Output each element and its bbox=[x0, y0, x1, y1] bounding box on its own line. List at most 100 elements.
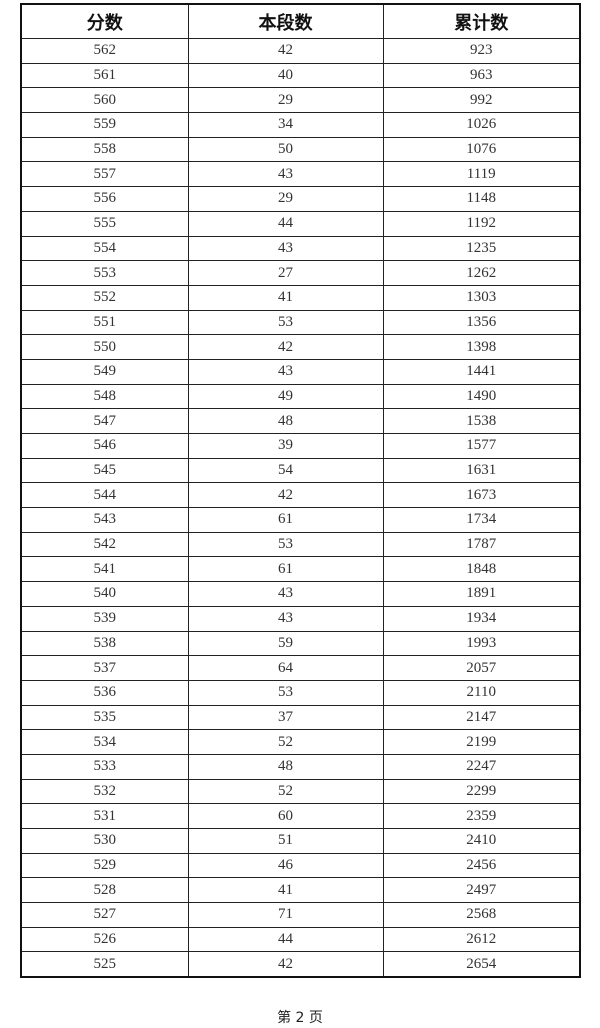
table-row: 558 50 1076 bbox=[20, 136, 581, 163]
cell-cumulative-count: 2497 bbox=[382, 877, 581, 904]
cell-score: 535 bbox=[20, 704, 189, 731]
page-number: 第 2 页 bbox=[277, 1010, 323, 1026]
table-row: 562 42 923 bbox=[20, 38, 581, 64]
cell-score: 538 bbox=[20, 630, 189, 657]
table-row: 537 64 2057 bbox=[20, 655, 581, 681]
cell-score: 530 bbox=[20, 828, 189, 854]
table-row: 547 48 1538 bbox=[20, 408, 581, 434]
cell-score: 560 bbox=[20, 87, 189, 114]
cell-score: 551 bbox=[20, 309, 189, 336]
table-row: 550 42 1398 bbox=[20, 334, 581, 360]
cell-score: 553 bbox=[20, 260, 189, 286]
table-row: 533 48 2247 bbox=[20, 753, 581, 780]
cell-cumulative-count: 1848 bbox=[382, 556, 581, 583]
cell-score: 542 bbox=[20, 531, 189, 558]
cell-segment-count: 53 bbox=[187, 531, 384, 558]
cell-score: 561 bbox=[20, 62, 189, 89]
cell-segment-count: 39 bbox=[187, 433, 384, 459]
table-row: 551 53 1356 bbox=[20, 309, 581, 336]
header-segment-count: 本段数 bbox=[187, 3, 384, 39]
table-body: 562 42 923 561 40 963 560 29 992 559 34 1026 558 50 10… bbox=[20, 38, 581, 978]
cell-score: 558 bbox=[20, 136, 189, 163]
cell-segment-count: 41 bbox=[187, 284, 384, 311]
cell-segment-count: 54 bbox=[187, 457, 384, 484]
cell-segment-count: 42 bbox=[187, 951, 384, 978]
cell-score: 543 bbox=[20, 507, 189, 533]
cell-cumulative-count: 1026 bbox=[382, 112, 581, 138]
table-row: 531 60 2359 bbox=[20, 803, 581, 829]
cell-cumulative-count: 1538 bbox=[382, 408, 581, 434]
cell-cumulative-count: 2057 bbox=[382, 655, 581, 681]
cell-cumulative-count: 1303 bbox=[382, 284, 581, 311]
cell-score: 540 bbox=[20, 581, 189, 607]
table-row: 543 61 1734 bbox=[20, 507, 581, 533]
cell-segment-count: 43 bbox=[187, 358, 384, 385]
cell-cumulative-count: 1192 bbox=[382, 210, 581, 237]
cell-cumulative-count: 2147 bbox=[382, 704, 581, 731]
table-row: 544 42 1673 bbox=[20, 482, 581, 509]
table-row: 560 29 992 bbox=[20, 87, 581, 114]
cell-cumulative-count: 1787 bbox=[382, 531, 581, 558]
table-row: 526 44 2612 bbox=[20, 926, 581, 953]
cell-segment-count: 59 bbox=[187, 630, 384, 657]
cell-segment-count: 49 bbox=[187, 383, 384, 410]
cell-cumulative-count: 1148 bbox=[382, 186, 581, 212]
cell-score: 544 bbox=[20, 482, 189, 509]
cell-cumulative-count: 1993 bbox=[382, 630, 581, 657]
cell-segment-count: 50 bbox=[187, 136, 384, 163]
cell-segment-count: 61 bbox=[187, 507, 384, 533]
cell-segment-count: 42 bbox=[187, 38, 384, 64]
table-row: 546 39 1577 bbox=[20, 433, 581, 459]
cell-segment-count: 60 bbox=[187, 803, 384, 829]
table-row: 540 43 1891 bbox=[20, 581, 581, 607]
cell-segment-count: 46 bbox=[187, 852, 384, 879]
cell-segment-count: 52 bbox=[187, 729, 384, 755]
cell-segment-count: 52 bbox=[187, 778, 384, 805]
header-score: 分数 bbox=[20, 3, 189, 39]
cell-segment-count: 43 bbox=[187, 161, 384, 188]
cell-cumulative-count: 1356 bbox=[382, 309, 581, 336]
table-row: 556 29 1148 bbox=[20, 186, 581, 212]
table-row: 538 59 1993 bbox=[20, 630, 581, 657]
cell-segment-count: 51 bbox=[187, 828, 384, 854]
cell-segment-count: 41 bbox=[187, 877, 384, 904]
cell-cumulative-count: 2299 bbox=[382, 778, 581, 805]
cell-score: 554 bbox=[20, 235, 189, 262]
cell-cumulative-count: 2654 bbox=[382, 951, 581, 978]
cell-cumulative-count: 963 bbox=[382, 62, 581, 89]
cell-score: 552 bbox=[20, 284, 189, 311]
cell-score: 549 bbox=[20, 358, 189, 385]
cell-cumulative-count: 1235 bbox=[382, 235, 581, 262]
cell-segment-count: 29 bbox=[187, 87, 384, 114]
cell-score: 547 bbox=[20, 408, 189, 434]
table-row: 545 54 1631 bbox=[20, 457, 581, 484]
cell-segment-count: 43 bbox=[187, 605, 384, 632]
cell-score: 537 bbox=[20, 655, 189, 681]
cell-segment-count: 40 bbox=[187, 62, 384, 89]
cell-score: 548 bbox=[20, 383, 189, 410]
cell-score: 557 bbox=[20, 161, 189, 188]
cell-score: 545 bbox=[20, 457, 189, 484]
cell-score: 527 bbox=[20, 902, 189, 928]
table-row: 529 46 2456 bbox=[20, 852, 581, 879]
cell-score: 541 bbox=[20, 556, 189, 583]
table-row: 559 34 1026 bbox=[20, 112, 581, 138]
cell-cumulative-count: 1262 bbox=[382, 260, 581, 286]
table-row: 553 27 1262 bbox=[20, 260, 581, 286]
cell-score: 529 bbox=[20, 852, 189, 879]
cell-score: 534 bbox=[20, 729, 189, 755]
table-row: 527 71 2568 bbox=[20, 902, 581, 928]
table-row: 541 61 1848 bbox=[20, 556, 581, 583]
cell-segment-count: 48 bbox=[187, 753, 384, 780]
table-row: 534 52 2199 bbox=[20, 729, 581, 755]
table-row: 549 43 1441 bbox=[20, 358, 581, 385]
table-row: 525 42 2654 bbox=[20, 951, 581, 978]
cell-score: 546 bbox=[20, 433, 189, 459]
cell-segment-count: 43 bbox=[187, 235, 384, 262]
cell-segment-count: 34 bbox=[187, 112, 384, 138]
cell-segment-count: 44 bbox=[187, 926, 384, 953]
cell-score: 562 bbox=[20, 38, 189, 64]
cell-score: 526 bbox=[20, 926, 189, 953]
cell-cumulative-count: 1631 bbox=[382, 457, 581, 484]
cell-score: 559 bbox=[20, 112, 189, 138]
